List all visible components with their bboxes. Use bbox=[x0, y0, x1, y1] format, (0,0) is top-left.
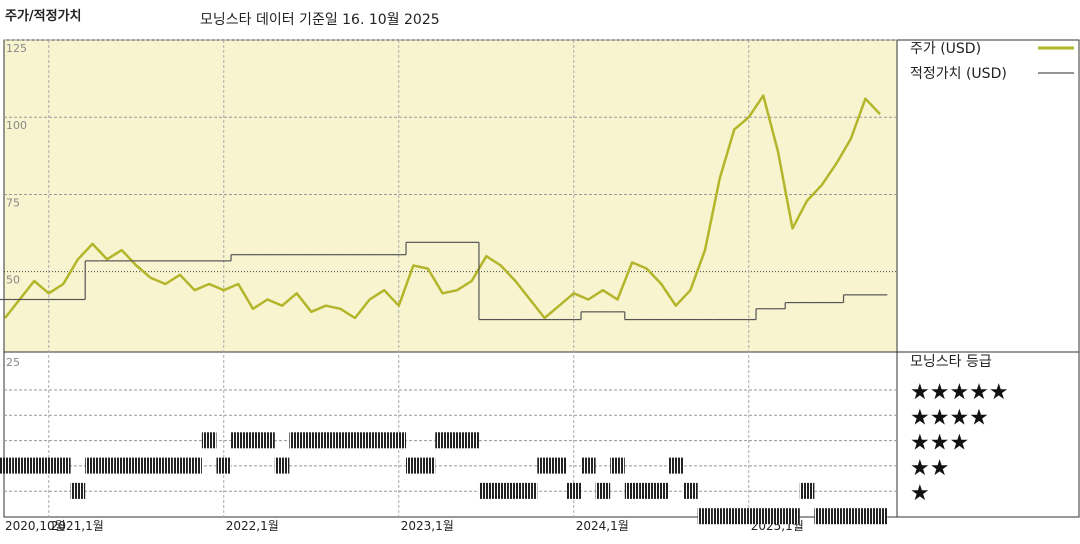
rating-bar bbox=[814, 508, 829, 525]
x-tick-label: 2022,1월 bbox=[226, 519, 279, 533]
x-tick-label: 2023,1월 bbox=[401, 519, 454, 533]
rating-bar bbox=[201, 432, 217, 449]
rating-bar bbox=[770, 508, 786, 525]
rating-bar bbox=[595, 482, 611, 499]
rating-bar bbox=[566, 482, 582, 499]
price-panel bbox=[4, 40, 897, 352]
rating-bar bbox=[756, 508, 771, 525]
price-line bbox=[4, 94, 881, 320]
rating-bar bbox=[668, 457, 684, 474]
rating-bar bbox=[624, 482, 640, 499]
rating-bar bbox=[522, 482, 538, 499]
rating-bar bbox=[376, 432, 392, 449]
rating-bar bbox=[70, 482, 86, 499]
rating-bar bbox=[391, 432, 407, 449]
rating-level-label: ★★★★ bbox=[910, 405, 989, 430]
rating-axis-label: 25 bbox=[6, 356, 20, 369]
rating-bar bbox=[872, 508, 888, 525]
rating-bar bbox=[712, 508, 727, 525]
rating-bar bbox=[828, 508, 844, 525]
rating-level-label: ★★ bbox=[910, 456, 949, 481]
rating-bar bbox=[406, 457, 421, 474]
rating-bar bbox=[216, 457, 232, 474]
rating-bar bbox=[128, 457, 144, 474]
chart-title: 주가/적정가치 bbox=[5, 8, 82, 24]
y-tick-label: 125 bbox=[6, 42, 27, 55]
rating-bar bbox=[333, 432, 348, 449]
rating-bar bbox=[537, 457, 552, 474]
rating-bar bbox=[158, 457, 173, 474]
rating-bar bbox=[12, 457, 27, 474]
rating-bar bbox=[85, 457, 100, 474]
rating-bar bbox=[508, 482, 523, 499]
rating-bar bbox=[639, 482, 654, 499]
rating-bar bbox=[347, 432, 363, 449]
rating-bar bbox=[493, 482, 509, 499]
y-tick-label: 100 bbox=[6, 119, 27, 132]
rating-bar bbox=[289, 432, 304, 449]
rating-bar bbox=[551, 457, 567, 474]
rating-level-label: ★ bbox=[910, 481, 930, 506]
rating-bar bbox=[449, 432, 465, 449]
rating-bar bbox=[478, 482, 494, 499]
rating-bar bbox=[610, 457, 625, 474]
x-tick-label: 2024,1월 bbox=[576, 519, 629, 533]
rating-bar bbox=[843, 508, 859, 525]
rating-bar bbox=[99, 457, 115, 474]
rating-bar bbox=[741, 508, 757, 525]
rating-bar bbox=[581, 457, 596, 474]
rating-title: 모닝스타 등급 bbox=[910, 354, 992, 370]
rating-bar bbox=[172, 457, 188, 474]
rating-bar bbox=[799, 482, 815, 499]
rating-bar bbox=[683, 482, 698, 499]
x-tick-label: 2020,10월 bbox=[5, 519, 66, 533]
rating-bar bbox=[143, 457, 159, 474]
rating-bar bbox=[858, 508, 873, 525]
rating-bar bbox=[114, 457, 129, 474]
rating-bar bbox=[260, 432, 275, 449]
rating-bar bbox=[362, 432, 377, 449]
rating-bar bbox=[697, 508, 713, 525]
rating-bar bbox=[26, 457, 42, 474]
rating-bar bbox=[653, 482, 669, 499]
rating-level-label: ★★★★★ bbox=[910, 380, 1009, 405]
rating-bar bbox=[435, 432, 450, 449]
rating-level-label: ★★★ bbox=[910, 431, 969, 456]
rating-bar bbox=[726, 508, 742, 525]
rating-bar bbox=[318, 432, 334, 449]
rating-bar bbox=[274, 457, 290, 474]
rating-bar bbox=[0, 457, 13, 474]
rating-bar bbox=[420, 457, 436, 474]
rating-bar bbox=[245, 432, 261, 449]
rating-bar bbox=[464, 432, 479, 449]
legend-label: 주가 (USD) bbox=[910, 41, 981, 57]
chart-subtitle: 모닝스타 데이터 기준일 16. 10월 2025 bbox=[200, 12, 440, 28]
rating-bar bbox=[41, 457, 57, 474]
rating-bar bbox=[56, 457, 71, 474]
rating-bar bbox=[231, 432, 246, 449]
x-tick-label: 2021,1월 bbox=[51, 519, 104, 533]
y-tick-label: 50 bbox=[6, 274, 20, 287]
rating-bar bbox=[187, 457, 202, 474]
legend-label: 적정가치 (USD) bbox=[910, 66, 1007, 82]
rating-bar bbox=[785, 508, 800, 525]
rating-bar bbox=[303, 432, 319, 449]
y-tick-label: 75 bbox=[6, 196, 20, 209]
